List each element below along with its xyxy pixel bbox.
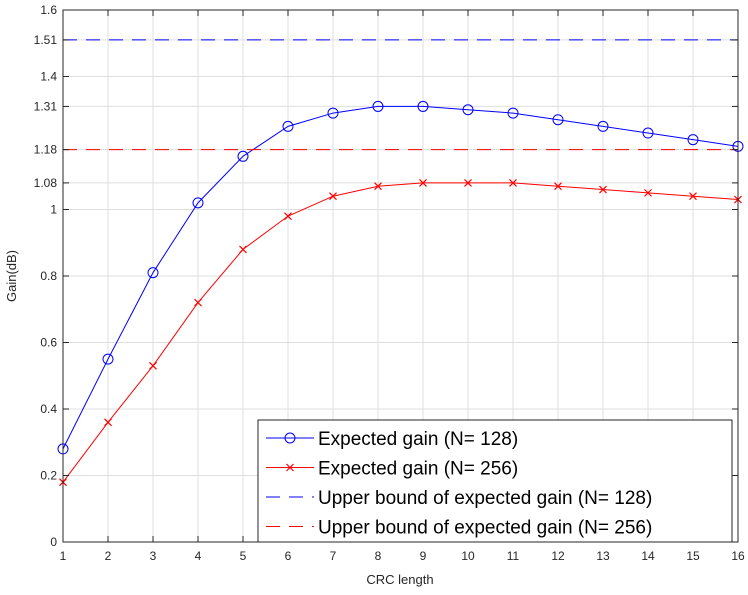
x-tick-label: 3 [150,549,157,563]
x-tick-label: 11 [507,549,520,563]
circle-marker [372,100,384,112]
circle-marker [237,150,249,162]
legend-item: Expected gain (N= 128) [266,429,518,450]
ticks: 1 2 3 4 5 6 7 8 9 10 11 12 13 14 15 1600.20.40.60.811.0… [34,3,745,563]
y-axis-label: Gain(dB) [4,250,19,302]
circle-marker [552,114,564,126]
x-axis-label: CRC length [366,572,433,587]
legend-label: Expected gain (N= 128) [318,429,518,450]
legend-item: Upper bound of expected gain (N= 128) [266,488,652,509]
circle-marker [282,120,294,132]
series-layer [57,39,744,487]
x-tick-label: 16 [731,549,745,563]
y-tick-label: 1.4 [40,70,57,84]
x-marker [239,245,247,254]
y-tick-label: 0 [50,535,57,549]
series-1 [57,100,744,455]
y-tick-label: 0.6 [40,336,57,350]
x-tick-label: 2 [105,549,112,563]
legend-item: Expected gain (N= 256) [266,459,518,480]
circle-marker [147,267,159,279]
x-marker [419,178,427,187]
legend-box [257,419,733,543]
legend-label: Expected gain (N= 256) [318,459,518,480]
legend-x-marker [286,463,294,472]
y-tick-label: 1.51 [34,33,58,47]
x-tick-label: 4 [195,549,202,563]
x-tick-label: 6 [285,549,292,563]
series-line [62,105,739,450]
x-marker [194,298,202,307]
y-tick-label: 0.4 [40,402,57,416]
x-marker [689,192,697,201]
legend: Expected gain (N= 128) Expected gain (N= … [257,419,733,543]
x-marker [149,361,157,370]
y-tick-label: 1.31 [34,99,58,113]
x-tick-label: 5 [240,549,247,563]
legend-label: Upper bound of expected gain (N= 256) [318,518,652,539]
x-marker [284,212,292,221]
circle-marker [642,127,654,139]
circle-marker [597,120,609,132]
y-tick-label: 1.6 [40,3,57,17]
y-tick-label: 1 [50,203,57,217]
x-marker [104,418,112,427]
x-tick-label: 14 [641,549,655,563]
x-marker [644,188,652,197]
x-tick-label: 13 [596,549,610,563]
y-tick-label: 1.18 [34,143,58,157]
x-tick-label: 8 [375,549,382,563]
circle-marker [192,197,204,209]
x-marker [329,192,337,201]
circle-marker [507,107,519,119]
legend-circle-marker [284,432,296,444]
x-marker [554,182,562,191]
circle-marker [102,353,114,365]
x-marker [599,185,607,194]
y-tick-label: 0.8 [40,269,57,283]
x-tick-label: 12 [551,549,565,563]
x-tick-label: 10 [461,549,475,563]
y-tick-label: 0.2 [40,469,57,483]
x-tick-label: 9 [420,549,427,563]
x-tick-label: 1 [60,549,67,563]
legend-label: Upper bound of expected gain (N= 128) [318,488,652,509]
x-tick-label: 7 [330,549,337,563]
x-marker [374,182,382,191]
x-marker [464,178,472,187]
circle-marker [462,104,474,116]
series-2 [59,178,742,487]
circle-marker [417,100,429,112]
x-tick-label: 15 [686,549,700,563]
x-marker [509,178,517,187]
legend-item: Upper bound of expected gain (N= 256) [266,518,652,539]
series-line [62,182,739,483]
circle-marker [687,134,699,146]
circle-marker [327,107,339,119]
y-tick-label: 1.08 [34,176,58,190]
